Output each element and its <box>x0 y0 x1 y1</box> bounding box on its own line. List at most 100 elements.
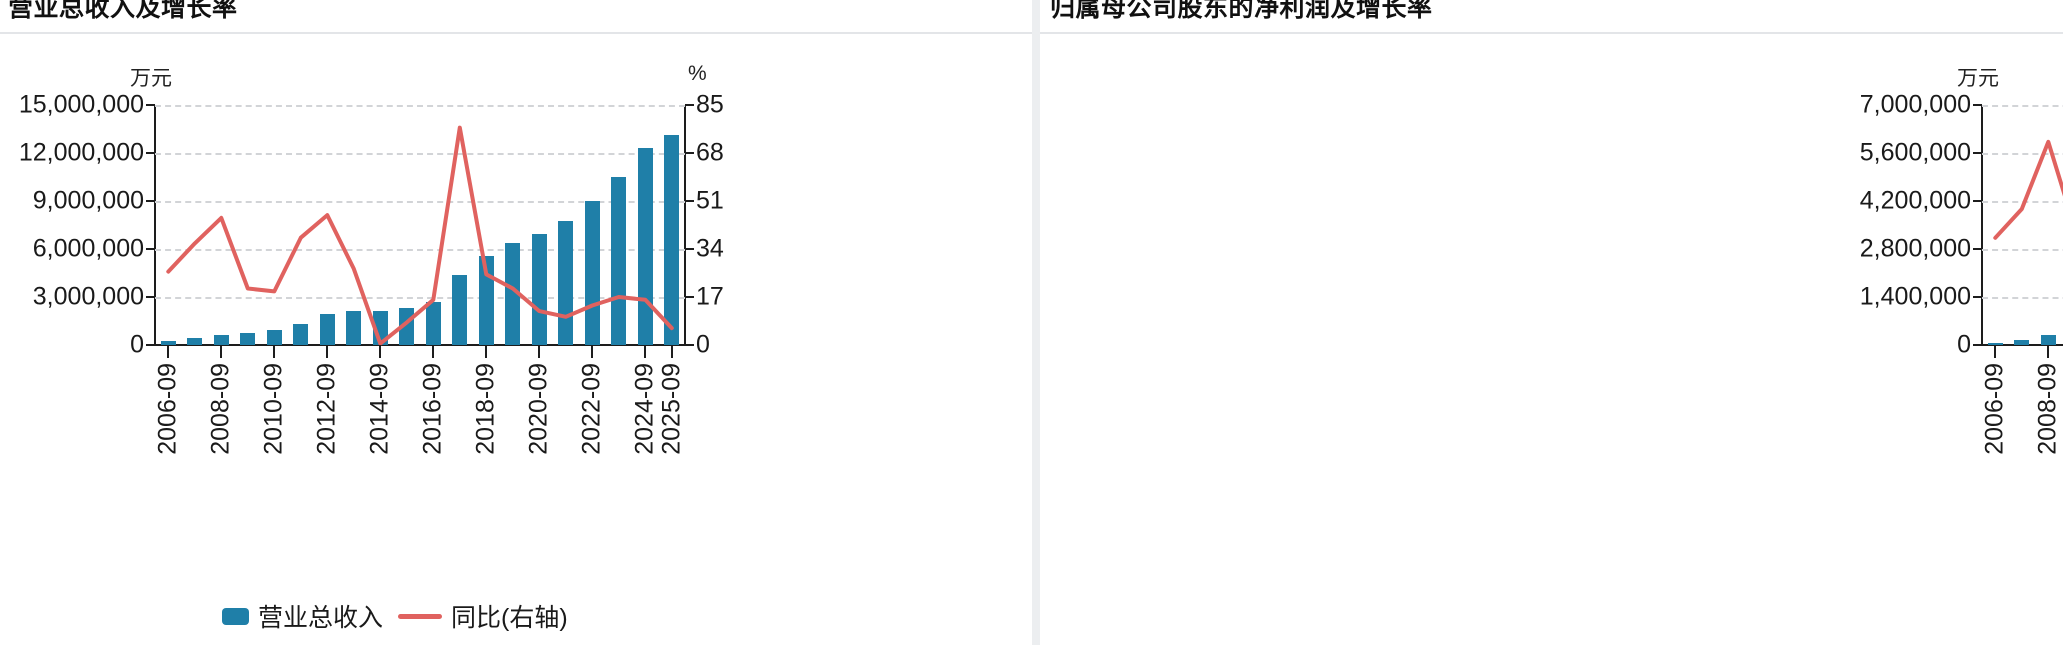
x-axis-tick-mark <box>220 345 223 358</box>
line-series <box>166 125 674 346</box>
bar[interactable] <box>293 324 309 345</box>
x-axis-tick-label: 2024-09 <box>630 363 659 455</box>
panel-separator <box>1032 0 1040 645</box>
y2-axis-tick-label: 51 <box>696 186 724 215</box>
gridline <box>1982 153 2063 155</box>
legend-item-bar-revenue[interactable]: 营业总收入 <box>222 598 383 634</box>
y-axis-tick-mark <box>146 200 155 202</box>
y2-axis-tick-mark <box>685 200 694 202</box>
y-axis-unit-left-net-profit: 万元 <box>1957 67 1999 90</box>
y-axis-tick-mark <box>1973 296 1982 298</box>
y-axis-tick-label: 4,200,000 <box>1859 186 1971 215</box>
bar[interactable] <box>611 177 627 345</box>
bar[interactable] <box>240 332 256 345</box>
x-axis-tick-mark <box>644 345 647 358</box>
y-axis-tick-label: 0 <box>130 330 144 359</box>
bar[interactable] <box>266 329 282 345</box>
x-axis-ticks: 2006-092008-092010-092012-092014-092016-… <box>1981 345 2063 455</box>
y-axis-tick-mark <box>1973 152 1982 154</box>
y-axis-unit-left-revenue: 万元 <box>130 67 172 90</box>
bar[interactable] <box>213 334 229 345</box>
x-axis-tick-label: 2022-09 <box>577 363 606 455</box>
x-axis <box>1981 344 2063 346</box>
y2-axis-tick-mark <box>685 248 694 250</box>
x-axis-tick-mark <box>538 345 541 358</box>
line-series <box>1993 139 2063 240</box>
bar[interactable] <box>187 338 203 345</box>
y-axis-tick-label: 12,000,000 <box>18 138 144 167</box>
y2-axis-tick-label: 85 <box>696 90 724 119</box>
y-axis-tick-mark <box>1973 104 1982 106</box>
bar[interactable] <box>452 274 468 345</box>
x-axis-tick-label: 2020-09 <box>524 363 553 455</box>
y-axis-tick-label: 0 <box>1957 330 1971 359</box>
y-axis-tick-mark <box>1973 248 1982 250</box>
y-axis-tick-mark <box>146 248 155 250</box>
legend-bar-swatch-icon <box>222 607 249 625</box>
y-axis-tick-mark <box>146 344 155 346</box>
gridline <box>155 153 685 155</box>
bar[interactable] <box>160 340 176 345</box>
title-divider-left <box>0 32 1032 34</box>
bar[interactable] <box>346 310 362 345</box>
x-axis-tick-mark <box>326 345 329 358</box>
x-axis-tick-label: 2006-09 <box>1980 363 2009 455</box>
page-title-net-profit: 归属母公司股东的净利润及增长率 <box>1050 0 1433 22</box>
y2-axis-tick-label: 0 <box>696 330 710 359</box>
panel-net-profit: 归属母公司股东的净利润及增长率 万元 % 01,400,0002,800,000… <box>1032 0 2063 645</box>
legend-bar-label: 营业总收入 <box>258 604 384 632</box>
bar[interactable] <box>637 148 653 345</box>
bar[interactable] <box>319 314 335 345</box>
y-axis-right <box>684 105 686 345</box>
legend-revenue: 营业总收入 同比(右轴) <box>222 598 568 634</box>
y-axis-unit-right-revenue: % <box>688 62 707 85</box>
x-axis-tick-label: 2008-09 <box>206 363 235 455</box>
y2-axis-tick-mark <box>685 344 694 346</box>
legend-item-line-revenue[interactable]: 同比(右轴) <box>398 598 568 634</box>
x-axis-tick-label: 2016-09 <box>418 363 447 455</box>
bar[interactable] <box>2014 339 2030 345</box>
x-axis-tick-label: 2008-09 <box>2033 363 2062 455</box>
y-axis-tick-mark <box>1973 200 1982 202</box>
legend-line-label: 同比(右轴) <box>451 604 568 632</box>
y-axis-tick-label: 6,000,000 <box>32 234 144 263</box>
y2-axis-tick-mark <box>685 104 694 106</box>
plot-area-net-profit: 0 1,400,000 2,800,000 4,200,000 5,600,000 7,0… <box>1860 91 2063 455</box>
y-axis-left <box>154 105 156 345</box>
x-axis-tick-mark <box>167 345 170 358</box>
x-axis-tick-mark <box>1994 345 1997 358</box>
gridline <box>155 201 685 203</box>
gridline <box>1982 249 2063 251</box>
x-axis-tick-mark <box>432 345 435 358</box>
gridline <box>155 105 685 107</box>
y-axis-tick-label: 1,400,000 <box>1859 282 1971 311</box>
bar[interactable] <box>505 242 521 345</box>
gridline <box>155 297 685 299</box>
y-axis-left <box>1981 105 1983 345</box>
y2-axis-tick-mark <box>685 296 694 298</box>
x-axis-tick-label: 2014-09 <box>365 363 394 455</box>
y-axis-tick-label: 3,000,000 <box>32 282 144 311</box>
y-axis-tick-mark <box>146 296 155 298</box>
bar[interactable] <box>2040 335 2056 345</box>
bar[interactable] <box>664 135 680 345</box>
y-axis-tick-label: 15,000,000 <box>18 90 144 119</box>
y2-axis-tick-label: 34 <box>696 234 724 263</box>
bar[interactable] <box>531 234 547 345</box>
gridline <box>1982 297 2063 299</box>
y-axis-tick-label: 9,000,000 <box>32 186 144 215</box>
y-axis-tick-mark <box>146 152 155 154</box>
bar[interactable] <box>425 301 441 345</box>
x-axis-tick-mark <box>670 345 673 358</box>
y-axis-tick-label: 7,000,000 <box>1859 90 1971 119</box>
y-axis-tick-mark <box>146 104 155 106</box>
x-axis-tick-label: 2025-09 <box>657 363 686 455</box>
bar[interactable] <box>1987 342 2003 345</box>
x-axis-tick-mark <box>485 345 488 358</box>
y2-axis-tick-mark <box>685 152 694 154</box>
growth-line <box>1993 139 2063 240</box>
panel-revenue: 营业总收入及增长率 万元 % 0 3,000,000 6,000,000 9,000,… <box>0 0 1032 634</box>
x-axis-tick-label: 2012-09 <box>312 363 341 455</box>
